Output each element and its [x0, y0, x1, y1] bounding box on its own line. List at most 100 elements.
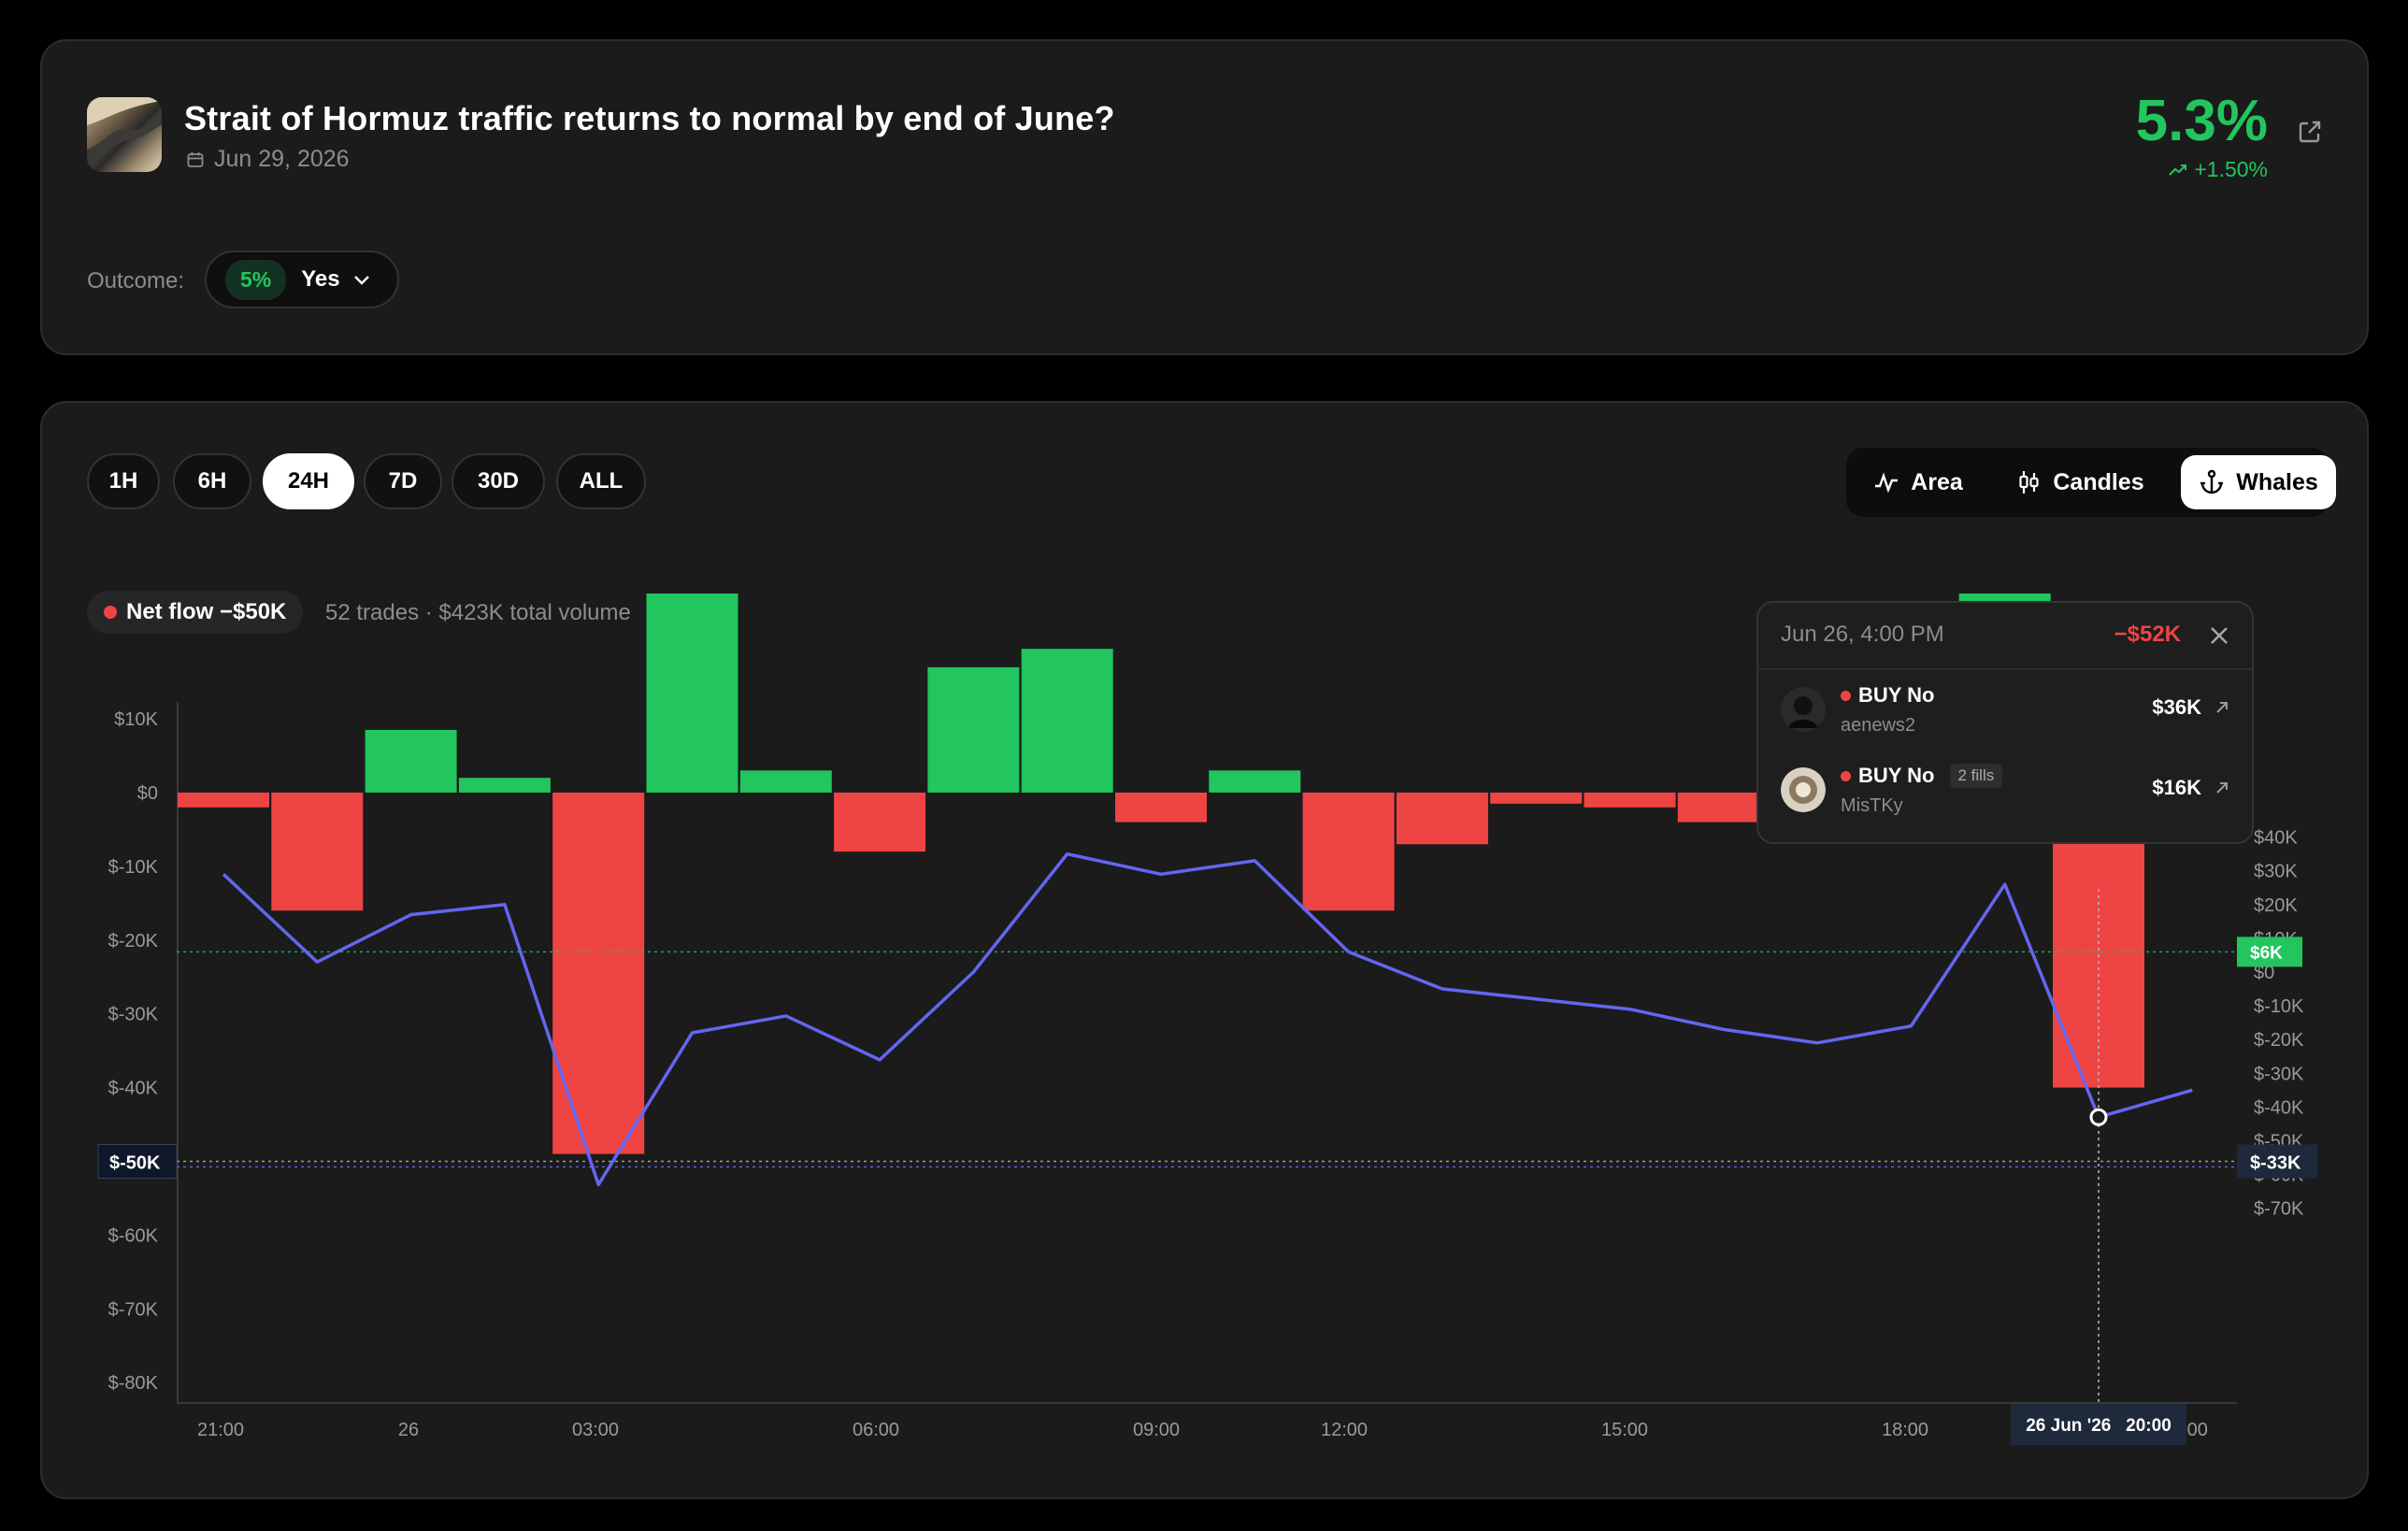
x-tick-label: :00	[2182, 1420, 2208, 1440]
y-tick-label: $10K	[114, 709, 158, 730]
y2-marker-label: $-33K	[2250, 1153, 2301, 1174]
view-candles-button[interactable]: Candles	[1988, 455, 2172, 509]
cumulative-line	[222, 851, 2193, 1187]
range-6h-button[interactable]: 6H	[173, 453, 251, 509]
flow-bar	[1396, 793, 1488, 845]
range-1h-button[interactable]: 1H	[87, 453, 160, 509]
outcome-percentage: 5%	[225, 259, 287, 300]
y-tick-label: $-70K	[108, 1299, 159, 1320]
chevron-down-icon	[353, 276, 369, 285]
candles-icon	[2019, 471, 2039, 494]
net-flow-badge: Net flow −$50K	[87, 591, 304, 634]
flow-bar	[458, 778, 551, 793]
net-flow-text: Net flow −$50K	[126, 599, 287, 624]
trade-side-text: BUY No	[1858, 683, 1935, 707]
flow-bar	[927, 666, 1020, 793]
x-tick-label: 18:00	[1882, 1420, 1928, 1440]
view-area-label: Area	[1911, 468, 1963, 495]
x-tick-label: 12:00	[1321, 1420, 1368, 1440]
fills-badge: 2 fills	[1949, 764, 2003, 788]
flow-bar	[1677, 793, 1770, 823]
outcome-value: Yes	[301, 266, 340, 292]
market-thumbnail	[87, 97, 162, 172]
tooltip-date: Jun 26, 4:00 PM	[1781, 622, 1944, 647]
y-tick-label: $-30K	[108, 1005, 159, 1025]
y-tick-label: $-60K	[108, 1225, 159, 1246]
view-whales-button[interactable]: Whales	[2181, 455, 2336, 509]
view-whales-label: Whales	[2236, 468, 2318, 495]
trade-value: $16K	[2152, 776, 2201, 799]
range-30d-button[interactable]: 30D	[452, 453, 545, 509]
y2-green-label: $6K	[2250, 943, 2283, 963]
y-tick-label: $0	[137, 783, 158, 804]
trade-side: BUY No 2 fills	[1841, 764, 2003, 788]
flow-bar	[1302, 793, 1395, 911]
flow-bar	[834, 793, 926, 852]
y-tick-label: $-40K	[108, 1079, 159, 1099]
view-candles-label: Candles	[2053, 468, 2144, 495]
y2-tick-label: $-70K	[2254, 1199, 2304, 1220]
sell-dot	[1841, 770, 1851, 781]
flow-bar	[271, 793, 364, 911]
flow-bar	[1115, 793, 1207, 823]
y-marker-badge	[97, 1144, 178, 1179]
x-hover-badge	[2011, 1404, 2186, 1445]
outcome-label: Outcome:	[87, 268, 185, 293]
flow-bar	[1490, 793, 1583, 804]
view-area-button[interactable]: Area	[1859, 455, 1977, 509]
y2-tick-label: $20K	[2254, 895, 2298, 916]
y2-tick-label: $0	[2254, 963, 2274, 983]
x-tick-label: 06:00	[853, 1420, 899, 1440]
whales-chart-card: 1H 6H 24H 7D 30D ALL Area Candles Whales	[40, 401, 2369, 1499]
flow-bar	[365, 729, 457, 793]
flow-bar	[178, 793, 269, 808]
y-tick-label: $-20K	[108, 931, 159, 952]
range-all-button[interactable]: ALL	[556, 453, 646, 509]
range-7d-button[interactable]: 7D	[364, 453, 442, 509]
outcome-dropdown[interactable]: 5% Yes	[205, 250, 399, 308]
market-date: Jun 29, 2026	[186, 146, 350, 173]
tooltip-amount: −$52K	[2114, 622, 2181, 647]
x-hover-label: 26 Jun '26 20:00	[2026, 1416, 2172, 1436]
y2-marker-badge	[2237, 1144, 2317, 1179]
trade-value: $36K	[2152, 695, 2201, 719]
tooltip-trade-row[interactable]: BUY No aenews2 $36K	[1758, 670, 2252, 751]
flow-bar	[739, 770, 832, 793]
arrow-up-right-icon[interactable]	[2213, 698, 2231, 717]
trend-up-icon	[2169, 164, 2187, 176]
sell-dot	[1841, 690, 1851, 701]
anchor-icon	[2200, 469, 2224, 494]
probability-change: +1.50%	[2168, 157, 2268, 182]
x-tick-label: 21:00	[197, 1420, 244, 1440]
range-24h-button[interactable]: 24H	[263, 453, 354, 509]
y2-tick-label: $40K	[2254, 828, 2298, 849]
close-icon[interactable]	[2207, 623, 2231, 648]
market-date-text: Jun 29, 2026	[214, 146, 350, 172]
y-tick-label: $-10K	[108, 857, 159, 878]
avatar	[1781, 687, 1826, 732]
market-title: Strait of Hormuz traffic returns to norm…	[184, 99, 1115, 137]
y2-tick-label: $-40K	[2254, 1097, 2304, 1118]
x-tick-label: 15:00	[1601, 1420, 1648, 1440]
hover-point	[2089, 1108, 2108, 1126]
trade-user: aenews2	[1841, 715, 1916, 736]
y2-tick-label: $30K	[2254, 862, 2298, 882]
trade-user: MisTKy	[1841, 795, 1903, 816]
y-tick-label: $-80K	[108, 1373, 159, 1394]
area-chart-icon	[1875, 472, 1899, 494]
y2-tick-label: $-10K	[2254, 996, 2304, 1017]
market-probability: 5.3%	[2135, 89, 2268, 153]
whales-chart[interactable]: $10K $0 $-10K $-20K $-30K $-40K $-60K $-70K $-80…	[42, 403, 2371, 1501]
trade-side: BUY No	[1841, 683, 1935, 708]
probability-change-text: +1.50%	[2194, 157, 2268, 181]
arrow-up-right-icon[interactable]	[2213, 779, 2231, 797]
flow-bar	[1021, 649, 1113, 793]
y2-tick-label: $-30K	[2254, 1064, 2304, 1084]
flow-bar	[552, 793, 645, 1154]
flow-bar	[1209, 770, 1301, 793]
external-link-icon[interactable]	[2296, 118, 2324, 146]
chart-view-toggle: Area Candles Whales	[1846, 448, 2336, 517]
x-tick-label: 26	[398, 1420, 419, 1440]
calendar-icon	[187, 151, 204, 167]
tooltip-trade-row[interactable]: BUY No 2 fills MisTKy $16K	[1758, 751, 2252, 831]
